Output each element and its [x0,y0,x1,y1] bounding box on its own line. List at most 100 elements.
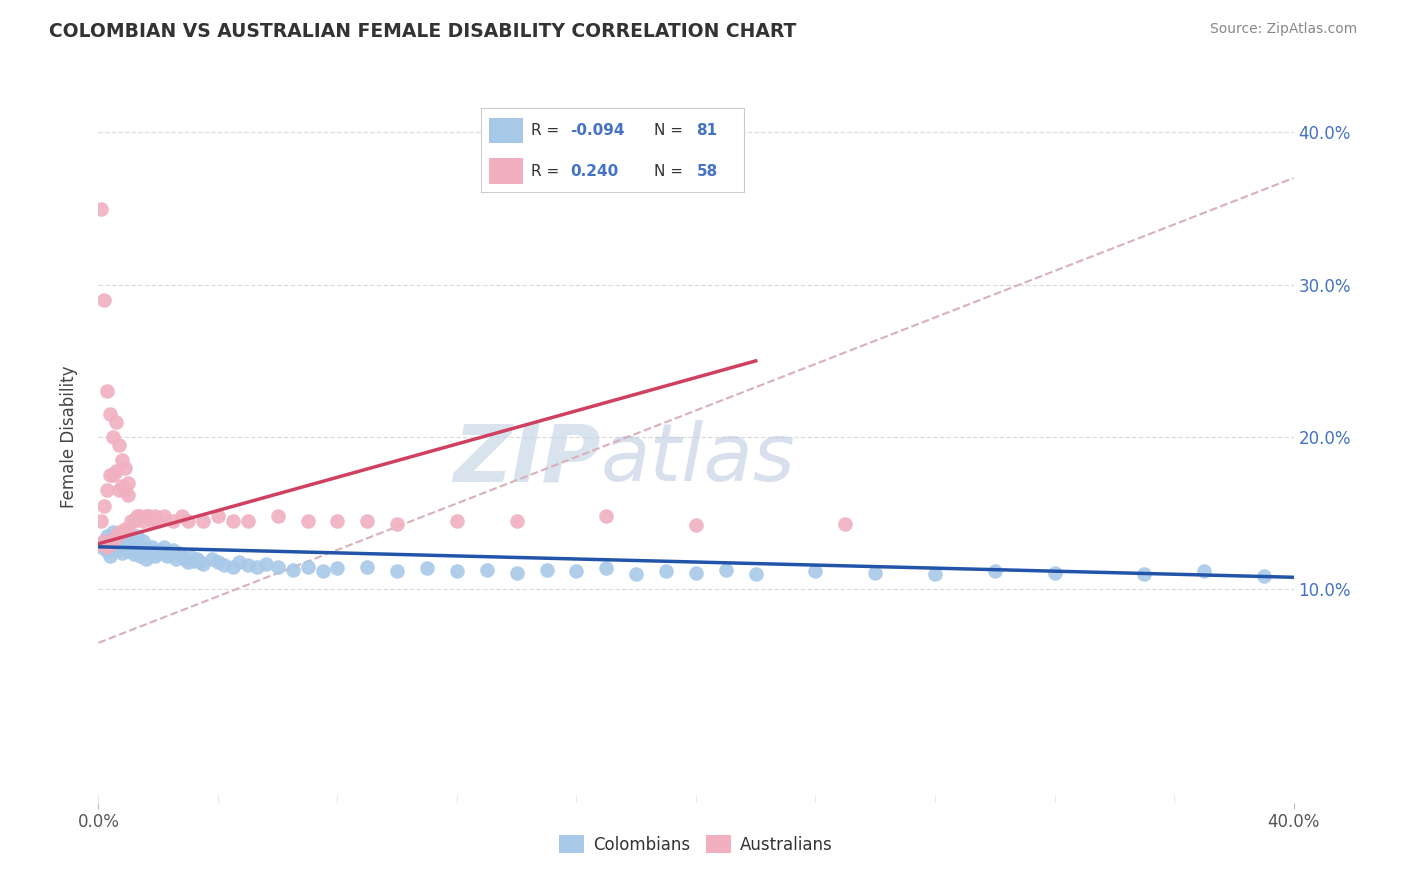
Legend: Colombians, Australians: Colombians, Australians [553,829,839,860]
Point [595,509,617,524]
Point [111,535,134,549]
Point [626,567,648,582]
Point [1133,567,1156,582]
Point [143,509,166,524]
Point [1253,568,1275,582]
Point [96,483,118,498]
Point [385,564,409,578]
Point [129,540,152,554]
Point [93,499,115,513]
Point [108,527,131,541]
Point [96,540,118,554]
Point [93,533,115,548]
Point [222,514,245,528]
Point [172,509,194,524]
Point [129,509,152,524]
Point [506,566,529,580]
Point [297,559,319,574]
Point [105,415,128,429]
Point [143,549,166,563]
Point [148,546,170,560]
Point [167,546,190,560]
Text: Source: ZipAtlas.com: Source: ZipAtlas.com [1209,22,1357,37]
Point [297,514,319,528]
Point [105,532,128,546]
Point [236,514,259,528]
Point [177,514,200,528]
Point [984,564,1007,578]
Point [228,555,250,569]
Point [127,538,149,552]
Point [111,524,134,539]
Point [141,514,163,528]
Point [156,549,179,563]
Point [207,509,229,524]
Point [117,544,139,558]
Point [311,564,333,578]
Point [153,509,176,524]
Point [714,563,737,577]
Point [87,537,110,551]
Point [222,559,245,574]
Point [103,533,125,548]
Point [191,557,214,571]
Point [153,540,176,554]
Point [212,558,235,573]
Text: COLOMBIAN VS AUSTRALIAN FEMALE DISABILITY CORRELATION CHART: COLOMBIAN VS AUSTRALIAN FEMALE DISABILIT… [49,22,797,41]
Point [180,550,202,565]
Point [132,533,155,548]
Point [114,538,136,552]
Point [114,460,136,475]
Point [127,509,149,524]
Point [150,542,173,557]
Point [201,552,224,566]
Point [135,552,157,566]
Point [96,544,118,558]
Point [834,516,856,531]
Point [127,529,149,543]
Point [103,430,125,444]
Point [685,566,707,580]
Point [98,549,122,563]
Point [105,464,128,478]
Point [267,559,290,574]
Point [90,537,112,551]
Point [132,544,155,558]
Point [90,540,112,554]
Point [804,564,827,578]
Point [117,532,139,546]
Point [120,541,142,556]
Point [506,514,529,528]
Point [129,549,152,563]
Point [165,552,187,566]
Point [1043,566,1066,580]
Point [103,537,125,551]
Point [117,488,139,502]
Point [111,453,134,467]
Point [108,540,131,554]
Point [236,558,259,573]
Text: atlas: atlas [600,420,796,498]
Point [90,202,112,216]
Point [416,561,439,575]
Point [162,514,184,528]
Point [96,384,118,399]
Point [326,561,349,575]
Point [267,509,290,524]
Point [103,468,125,483]
Point [924,567,946,582]
Point [475,563,498,577]
Point [108,483,131,498]
Point [135,509,157,524]
Point [191,514,214,528]
Point [96,529,118,543]
Point [655,564,678,578]
Point [186,552,208,566]
Point [124,514,146,528]
Point [172,549,194,563]
Point [114,483,136,498]
Point [148,514,170,528]
Point [117,521,139,535]
Point [356,514,378,528]
Point [162,542,184,557]
